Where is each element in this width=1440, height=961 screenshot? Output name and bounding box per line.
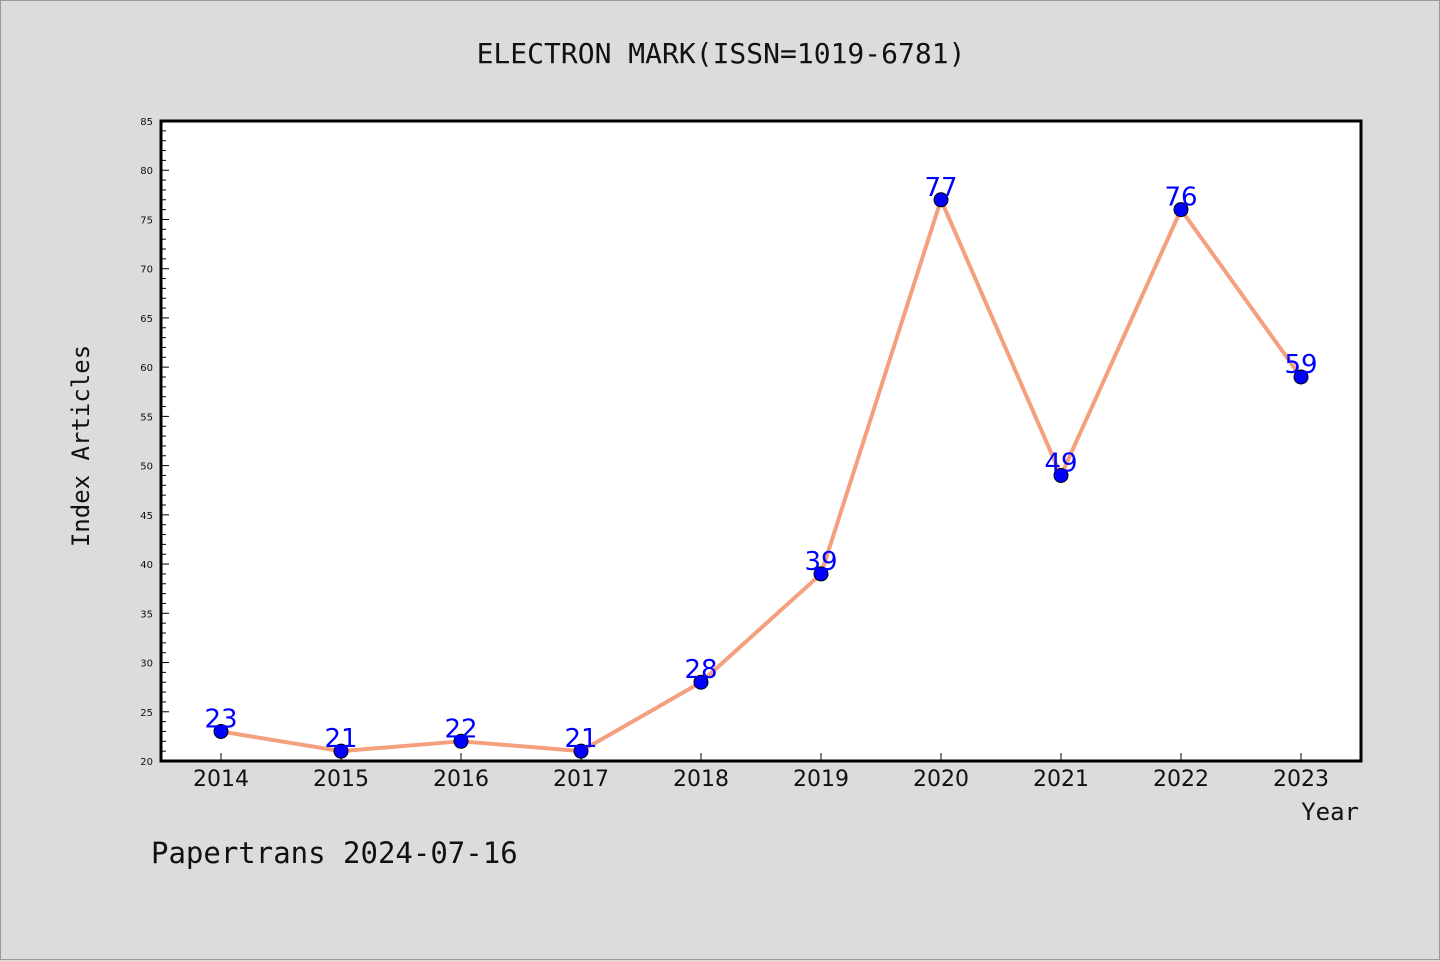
y-tick-label: 85 [140,117,153,128]
y-tick-label: 45 [140,511,153,522]
x-tick-label: 2018 [673,767,729,792]
footer-source-date: Papertrans 2024-07-16 [151,836,518,870]
y-tick-label: 55 [140,412,153,423]
chart-title: ELECTRON MARK(ISSN=1019-6781) [476,37,966,70]
series-line [220,197,1303,754]
data-label: 28 [684,655,717,685]
x-tick-label: 2021 [1033,767,1089,792]
y-tick-label: 70 [140,265,153,276]
x-tick-label: 2019 [793,767,849,792]
data-point [693,674,709,690]
x-axis-label: Year [1301,798,1359,826]
data-label: 23 [204,704,237,734]
y-tick-label: 20 [140,757,153,768]
data-point [1293,369,1309,385]
data-label: 59 [1284,350,1317,380]
data-point [573,743,589,759]
data-label: 21 [564,724,597,754]
y-tick-label: 80 [140,166,153,177]
y-tick-label: 60 [140,363,153,374]
data-point [333,743,349,759]
y-tick-label: 65 [140,314,153,325]
y-tick-label: 35 [140,609,153,620]
data-point [933,192,949,208]
data-label: 77 [924,173,957,203]
data-point [453,733,469,749]
data-label: 22 [444,714,477,744]
y-tick-label: 30 [140,659,153,670]
x-tick-label: 2022 [1153,767,1209,792]
data-label: 21 [324,724,357,754]
data-point [813,566,829,582]
y-tick-label: 25 [140,708,153,719]
x-tick-label: 2020 [913,767,969,792]
y-tick-label: 75 [140,215,153,226]
x-tick-label: 2015 [313,767,369,792]
plot-area [159,119,1363,763]
data-label: 49 [1044,448,1077,478]
y-tick-label: 40 [140,560,153,571]
x-tick-label: 2017 [553,767,609,792]
x-tick-label: 2016 [433,767,489,792]
data-point [213,723,229,739]
data-label: 76 [1164,183,1197,213]
x-tick-label: 2023 [1273,767,1329,792]
data-label: 39 [804,547,837,577]
data-point [1173,202,1189,218]
data-point [1053,467,1069,483]
x-tick-label: 2014 [193,767,249,792]
y-tick-label: 50 [140,462,153,473]
